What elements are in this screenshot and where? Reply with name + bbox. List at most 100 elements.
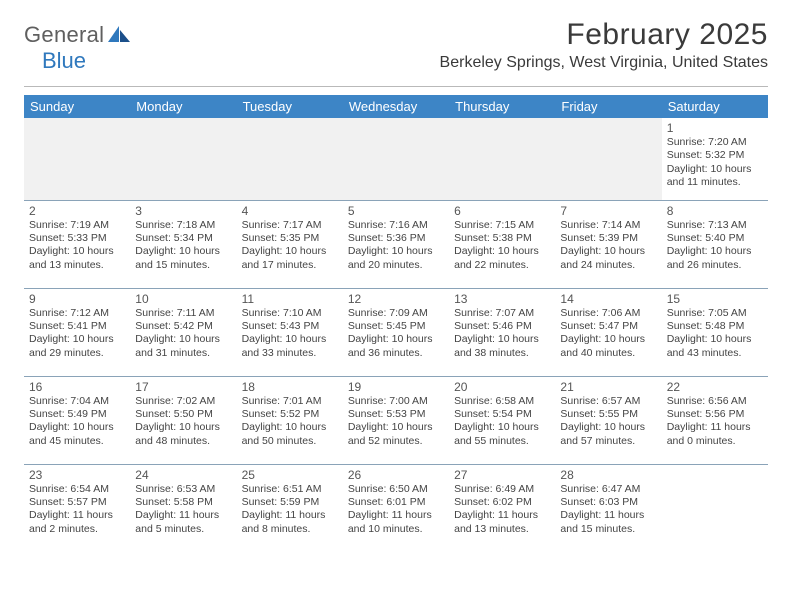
calendar-cell: 9Sunrise: 7:12 AMSunset: 5:41 PMDaylight…	[24, 288, 130, 376]
day-info: Sunrise: 6:51 AMSunset: 5:59 PMDaylight:…	[242, 483, 338, 537]
col-tuesday: Tuesday	[237, 95, 343, 118]
day-info: Sunrise: 7:16 AMSunset: 5:36 PMDaylight:…	[348, 219, 444, 273]
day-number: 4	[242, 204, 338, 218]
calendar-cell: 27Sunrise: 6:49 AMSunset: 6:02 PMDayligh…	[449, 464, 555, 552]
col-wednesday: Wednesday	[343, 95, 449, 118]
day-number: 3	[135, 204, 231, 218]
day-number: 24	[135, 468, 231, 482]
day-number: 27	[454, 468, 550, 482]
day-number: 17	[135, 380, 231, 394]
day-info: Sunrise: 7:09 AMSunset: 5:45 PMDaylight:…	[348, 307, 444, 361]
calendar-cell	[555, 118, 661, 200]
day-info: Sunrise: 7:07 AMSunset: 5:46 PMDaylight:…	[454, 307, 550, 361]
day-number: 14	[560, 292, 656, 306]
day-number: 10	[135, 292, 231, 306]
calendar-cell: 8Sunrise: 7:13 AMSunset: 5:40 PMDaylight…	[662, 200, 768, 288]
calendar-cell: 15Sunrise: 7:05 AMSunset: 5:48 PMDayligh…	[662, 288, 768, 376]
day-number: 16	[29, 380, 125, 394]
calendar-cell: 23Sunrise: 6:54 AMSunset: 5:57 PMDayligh…	[24, 464, 130, 552]
day-info: Sunrise: 6:50 AMSunset: 6:01 PMDaylight:…	[348, 483, 444, 537]
calendar-week-row: 16Sunrise: 7:04 AMSunset: 5:49 PMDayligh…	[24, 376, 768, 464]
calendar-cell: 26Sunrise: 6:50 AMSunset: 6:01 PMDayligh…	[343, 464, 449, 552]
day-number: 1	[667, 121, 763, 135]
brand-word-1: General	[24, 22, 104, 48]
title-underline	[24, 86, 768, 87]
day-info: Sunrise: 6:54 AMSunset: 5:57 PMDaylight:…	[29, 483, 125, 537]
day-info: Sunrise: 7:11 AMSunset: 5:42 PMDaylight:…	[135, 307, 231, 361]
col-saturday: Saturday	[662, 95, 768, 118]
day-info: Sunrise: 6:56 AMSunset: 5:56 PMDaylight:…	[667, 395, 763, 449]
brand-logo: General	[24, 18, 130, 48]
day-info: Sunrise: 7:10 AMSunset: 5:43 PMDaylight:…	[242, 307, 338, 361]
calendar-week-row: 9Sunrise: 7:12 AMSunset: 5:41 PMDaylight…	[24, 288, 768, 376]
calendar-cell: 7Sunrise: 7:14 AMSunset: 5:39 PMDaylight…	[555, 200, 661, 288]
calendar-cell: 25Sunrise: 6:51 AMSunset: 5:59 PMDayligh…	[237, 464, 343, 552]
calendar-cell: 16Sunrise: 7:04 AMSunset: 5:49 PMDayligh…	[24, 376, 130, 464]
day-number: 15	[667, 292, 763, 306]
day-number: 18	[242, 380, 338, 394]
day-number: 2	[29, 204, 125, 218]
calendar-cell	[130, 118, 236, 200]
day-info: Sunrise: 7:02 AMSunset: 5:50 PMDaylight:…	[135, 395, 231, 449]
calendar-cell	[343, 118, 449, 200]
day-info: Sunrise: 7:12 AMSunset: 5:41 PMDaylight:…	[29, 307, 125, 361]
day-number: 11	[242, 292, 338, 306]
calendar-cell: 14Sunrise: 7:06 AMSunset: 5:47 PMDayligh…	[555, 288, 661, 376]
calendar-cell: 20Sunrise: 6:58 AMSunset: 5:54 PMDayligh…	[449, 376, 555, 464]
calendar-header-row: Sunday Monday Tuesday Wednesday Thursday…	[24, 95, 768, 118]
day-number: 21	[560, 380, 656, 394]
day-number: 28	[560, 468, 656, 482]
day-info: Sunrise: 7:13 AMSunset: 5:40 PMDaylight:…	[667, 219, 763, 273]
calendar-cell	[24, 118, 130, 200]
calendar-week-row: 2Sunrise: 7:19 AMSunset: 5:33 PMDaylight…	[24, 200, 768, 288]
day-info: Sunrise: 7:14 AMSunset: 5:39 PMDaylight:…	[560, 219, 656, 273]
calendar-cell: 13Sunrise: 7:07 AMSunset: 5:46 PMDayligh…	[449, 288, 555, 376]
day-number: 26	[348, 468, 444, 482]
col-friday: Friday	[555, 95, 661, 118]
calendar-cell: 18Sunrise: 7:01 AMSunset: 5:52 PMDayligh…	[237, 376, 343, 464]
col-thursday: Thursday	[449, 95, 555, 118]
col-monday: Monday	[130, 95, 236, 118]
day-info: Sunrise: 6:58 AMSunset: 5:54 PMDaylight:…	[454, 395, 550, 449]
day-number: 5	[348, 204, 444, 218]
calendar-cell: 5Sunrise: 7:16 AMSunset: 5:36 PMDaylight…	[343, 200, 449, 288]
calendar-body: 1Sunrise: 7:20 AMSunset: 5:32 PMDaylight…	[24, 118, 768, 552]
day-info: Sunrise: 7:00 AMSunset: 5:53 PMDaylight:…	[348, 395, 444, 449]
calendar-table: Sunday Monday Tuesday Wednesday Thursday…	[24, 95, 768, 552]
calendar-cell: 19Sunrise: 7:00 AMSunset: 5:53 PMDayligh…	[343, 376, 449, 464]
col-sunday: Sunday	[24, 95, 130, 118]
day-number: 25	[242, 468, 338, 482]
brand-word-2: Blue	[42, 48, 86, 73]
calendar-cell: 28Sunrise: 6:47 AMSunset: 6:03 PMDayligh…	[555, 464, 661, 552]
calendar-cell: 3Sunrise: 7:18 AMSunset: 5:34 PMDaylight…	[130, 200, 236, 288]
day-info: Sunrise: 7:19 AMSunset: 5:33 PMDaylight:…	[29, 219, 125, 273]
day-info: Sunrise: 6:57 AMSunset: 5:55 PMDaylight:…	[560, 395, 656, 449]
sail-icon	[108, 26, 130, 44]
calendar-cell: 12Sunrise: 7:09 AMSunset: 5:45 PMDayligh…	[343, 288, 449, 376]
day-number: 12	[348, 292, 444, 306]
day-number: 6	[454, 204, 550, 218]
day-number: 22	[667, 380, 763, 394]
calendar-cell: 10Sunrise: 7:11 AMSunset: 5:42 PMDayligh…	[130, 288, 236, 376]
day-number: 19	[348, 380, 444, 394]
day-number: 7	[560, 204, 656, 218]
day-info: Sunrise: 7:17 AMSunset: 5:35 PMDaylight:…	[242, 219, 338, 273]
day-info: Sunrise: 6:47 AMSunset: 6:03 PMDaylight:…	[560, 483, 656, 537]
day-info: Sunrise: 7:15 AMSunset: 5:38 PMDaylight:…	[454, 219, 550, 273]
day-number: 8	[667, 204, 763, 218]
calendar-cell: 6Sunrise: 7:15 AMSunset: 5:38 PMDaylight…	[449, 200, 555, 288]
calendar-week-row: 1Sunrise: 7:20 AMSunset: 5:32 PMDaylight…	[24, 118, 768, 200]
calendar-cell: 1Sunrise: 7:20 AMSunset: 5:32 PMDaylight…	[662, 118, 768, 200]
day-info: Sunrise: 7:06 AMSunset: 5:47 PMDaylight:…	[560, 307, 656, 361]
day-info: Sunrise: 7:04 AMSunset: 5:49 PMDaylight:…	[29, 395, 125, 449]
calendar-cell	[237, 118, 343, 200]
day-info: Sunrise: 6:49 AMSunset: 6:02 PMDaylight:…	[454, 483, 550, 537]
calendar-cell: 4Sunrise: 7:17 AMSunset: 5:35 PMDaylight…	[237, 200, 343, 288]
calendar-cell: 22Sunrise: 6:56 AMSunset: 5:56 PMDayligh…	[662, 376, 768, 464]
day-number: 9	[29, 292, 125, 306]
day-number: 20	[454, 380, 550, 394]
calendar-cell	[662, 464, 768, 552]
day-info: Sunrise: 6:53 AMSunset: 5:58 PMDaylight:…	[135, 483, 231, 537]
day-number: 23	[29, 468, 125, 482]
calendar-cell	[449, 118, 555, 200]
